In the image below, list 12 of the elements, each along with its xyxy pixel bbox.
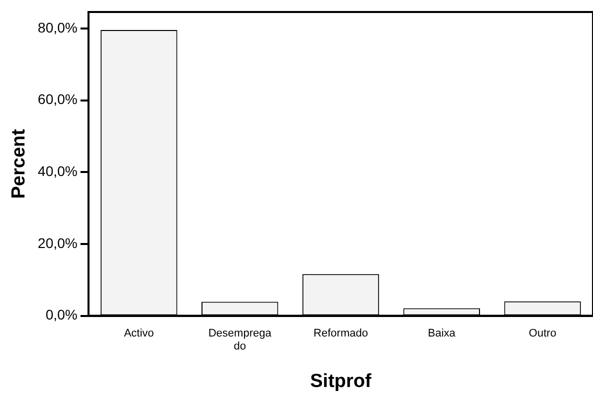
x-tick-label: Desempregado — [208, 327, 272, 353]
y-tick-label: 20,0% — [38, 234, 78, 251]
y-tick-label: 40,0% — [38, 163, 78, 180]
y-tick-label: 80,0% — [38, 19, 78, 36]
x-tick-label: Outro — [528, 327, 556, 340]
x-tick-label: Activo — [124, 327, 154, 340]
y-tick-label: 0,0% — [46, 306, 78, 323]
y-axis-title: Percent — [8, 128, 30, 199]
x-tick-label: Baixa — [428, 327, 456, 340]
x-tick-label: Reformado — [314, 327, 368, 340]
y-tick-label: 60,0% — [38, 91, 78, 108]
x-axis-title: Sitprof — [310, 370, 372, 392]
